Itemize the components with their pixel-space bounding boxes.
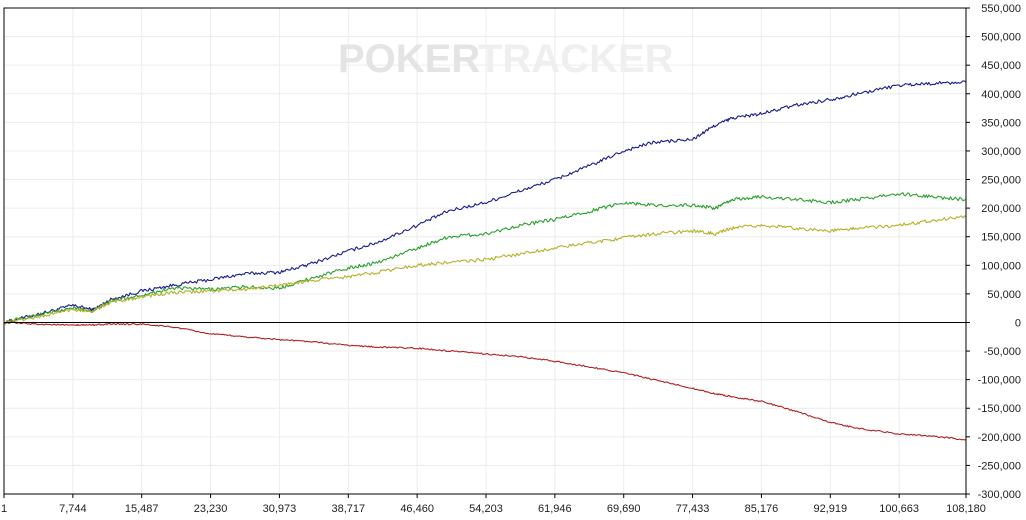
x-tick-label: 69,690 <box>607 503 641 515</box>
x-tick-label: 108,180 <box>946 503 986 515</box>
x-tick-label: 92,919 <box>813 503 847 515</box>
x-tick-label: 100,663 <box>879 503 919 515</box>
y-tick-label: 350,000 <box>981 117 1021 129</box>
y-tick-label: 150,000 <box>981 232 1021 244</box>
x-tick-label: 46,460 <box>400 503 434 515</box>
x-tick-label: 61,946 <box>538 503 572 515</box>
x-tick-label: 1 <box>1 503 7 515</box>
series-layer <box>3 80 967 441</box>
y-tick-label: -150,000 <box>978 403 1021 415</box>
y-tick-label: -250,000 <box>978 460 1021 472</box>
y-tick-label: 200,000 <box>981 203 1021 215</box>
y-tick-label: -100,000 <box>978 375 1021 387</box>
y-tick-label: -50,000 <box>984 346 1021 358</box>
x-tick-label: 54,203 <box>469 503 503 515</box>
series-line-1 <box>3 80 967 325</box>
x-tick-label: 23,230 <box>194 503 228 515</box>
y-tick-label: 0 <box>1015 317 1021 329</box>
x-tick-label: 15,487 <box>125 503 159 515</box>
x-tick-label: 30,973 <box>263 503 297 515</box>
x-tick-label: 77,433 <box>676 503 710 515</box>
x-tick-label: 85,176 <box>745 503 779 515</box>
x-tick-label: 7,744 <box>59 503 87 515</box>
y-tick-label: 500,000 <box>981 32 1021 44</box>
y-tick-label: 300,000 <box>981 146 1021 158</box>
x-tick-label: 38,717 <box>331 503 365 515</box>
y-tick-label: 550,000 <box>981 3 1021 15</box>
series-line-3 <box>3 215 967 325</box>
y-tick-label: -300,000 <box>978 489 1021 501</box>
y-tick-label: 50,000 <box>987 289 1021 301</box>
watermark: POKER TRACKER <box>338 37 674 81</box>
y-tick-label: 100,000 <box>981 260 1021 272</box>
y-tick-label: 400,000 <box>981 89 1021 101</box>
x-axis: 1 7,744 15,487 23,230 30,973 38,717 46,460 54,2… <box>1 494 986 515</box>
series-line-4 <box>3 321 967 441</box>
y-tick-label: -200,000 <box>978 432 1021 444</box>
watermark-poker: POKER <box>338 37 480 81</box>
watermark-tracker: TRACKER <box>478 37 674 81</box>
y-axis: 550,000 500,000 450,000 400,000 350,000 300,0… <box>966 3 1021 501</box>
plot-frame <box>3 7 967 495</box>
y-tick-label: 250,000 <box>981 175 1021 187</box>
y-tick-label: 450,000 <box>981 60 1021 72</box>
